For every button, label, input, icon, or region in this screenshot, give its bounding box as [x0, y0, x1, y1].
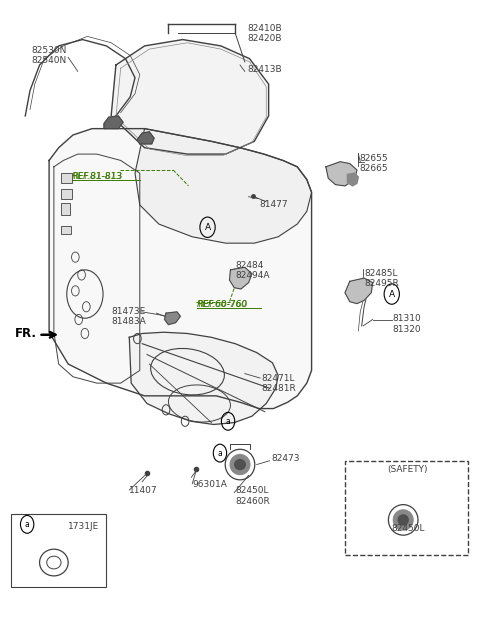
- Polygon shape: [104, 116, 123, 128]
- Polygon shape: [345, 278, 372, 304]
- Text: 11407: 11407: [129, 486, 158, 495]
- Polygon shape: [49, 128, 312, 408]
- Text: 82450L: 82450L: [391, 525, 425, 534]
- Bar: [61, 189, 72, 199]
- Text: (SAFETY): (SAFETY): [388, 465, 428, 473]
- Text: REF.81-813: REF.81-813: [72, 172, 122, 181]
- Polygon shape: [165, 312, 180, 325]
- Text: 81310
81320: 81310 81320: [393, 314, 421, 334]
- Text: 1731JE: 1731JE: [68, 522, 99, 531]
- Bar: [61, 226, 71, 234]
- Text: 82530N
82540N: 82530N 82540N: [31, 46, 66, 65]
- Text: 82410B
82420B: 82410B 82420B: [247, 24, 282, 43]
- Polygon shape: [348, 173, 359, 186]
- Ellipse shape: [230, 454, 250, 475]
- Text: 81473E
81483A: 81473E 81483A: [111, 307, 146, 326]
- Ellipse shape: [234, 459, 246, 470]
- Text: 82471L
82481R: 82471L 82481R: [262, 374, 296, 393]
- FancyBboxPatch shape: [11, 514, 107, 587]
- Text: a: a: [217, 449, 222, 458]
- Text: REF.60-760: REF.60-760: [197, 300, 247, 309]
- Text: 82485L
82495R: 82485L 82495R: [364, 268, 399, 288]
- Text: 82655
82665: 82655 82665: [360, 154, 388, 173]
- Polygon shape: [111, 40, 269, 154]
- Text: a: a: [25, 520, 30, 529]
- Text: A: A: [389, 289, 395, 298]
- Text: 82484
82494A: 82484 82494A: [235, 261, 270, 281]
- Ellipse shape: [393, 510, 413, 530]
- Bar: [61, 203, 70, 215]
- Polygon shape: [326, 162, 357, 186]
- Polygon shape: [129, 332, 278, 424]
- Ellipse shape: [397, 514, 409, 526]
- Text: REF.81-813: REF.81-813: [72, 172, 123, 181]
- Text: 82450L
82460R: 82450L 82460R: [235, 486, 270, 505]
- Text: A: A: [204, 223, 211, 232]
- Text: 82413B: 82413B: [247, 65, 282, 74]
- FancyBboxPatch shape: [345, 461, 468, 555]
- Text: 81477: 81477: [259, 200, 288, 209]
- Text: FR.: FR.: [15, 327, 37, 340]
- Text: REF.60-760: REF.60-760: [197, 300, 248, 309]
- Text: a: a: [226, 417, 230, 426]
- Polygon shape: [137, 132, 154, 144]
- Polygon shape: [135, 128, 312, 243]
- Polygon shape: [229, 267, 252, 289]
- Text: 96301A: 96301A: [192, 480, 227, 489]
- Bar: [61, 173, 72, 183]
- Text: 82473: 82473: [271, 454, 300, 463]
